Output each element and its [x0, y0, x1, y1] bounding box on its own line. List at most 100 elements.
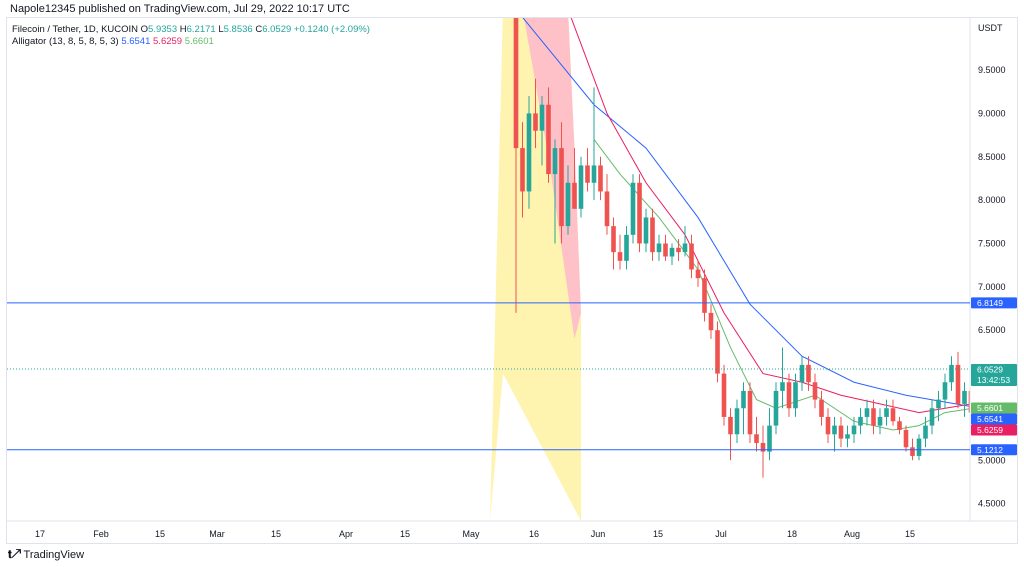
x-tick-label: 15 — [400, 529, 410, 539]
candle-body — [968, 390, 970, 413]
candle-body — [747, 390, 753, 435]
candle-body — [806, 364, 811, 383]
indicator-legend: Alligator (13, 8, 5, 8, 5, 3) 5.6541 5.6… — [12, 36, 214, 47]
candle-body — [565, 182, 571, 227]
symbol-name[interactable]: Filecoin / Tether, 1D, KUCOIN — [12, 24, 139, 35]
candle-body — [812, 382, 818, 400]
candle-body — [760, 442, 766, 452]
candle-body — [650, 217, 655, 253]
tradingview-logo[interactable]: 𝐭↗ TradingView — [8, 549, 84, 562]
candle-body — [702, 278, 707, 313]
low-value: 5.8536 — [223, 24, 253, 35]
candle-body — [890, 408, 896, 422]
candle-body — [936, 399, 941, 409]
hline-badge-1-text: 5.1212 — [977, 445, 1003, 455]
symbol-legend: Filecoin / Tether, 1D, KUCOIN O5.9353 H6… — [12, 24, 370, 35]
last-price-badge-countdown: 13:42:53 — [977, 375, 1010, 385]
candle-body — [955, 364, 961, 404]
candle-body — [617, 252, 623, 261]
candle-body — [630, 182, 636, 235]
candle-body — [884, 408, 889, 417]
hline-badge-0-bg — [971, 297, 1017, 309]
indicator-badge-text: 5.6541 — [977, 414, 1003, 424]
x-tick-label: Aug — [844, 529, 860, 539]
candle-body — [838, 425, 844, 439]
candle-body — [916, 438, 922, 456]
candle-body — [786, 382, 792, 409]
x-tick-label: 15 — [271, 529, 281, 539]
hline-badge-1-bg — [971, 444, 1017, 456]
candle-body — [513, 18, 519, 149]
x-tick-label: 17 — [35, 529, 45, 539]
x-tick-label: 15 — [653, 529, 663, 539]
y-tick-label: 9.5000 — [978, 65, 1006, 75]
hline-badge-0-text: 6.8149 — [977, 298, 1003, 308]
y-tick-label: 7.0000 — [978, 282, 1006, 292]
candle-body — [728, 416, 733, 435]
plot-area — [490, 18, 970, 521]
candle-body — [721, 373, 727, 417]
chart-frame — [6, 17, 1018, 544]
lips-value: 5.6601 — [184, 36, 214, 47]
candle-body — [695, 269, 701, 279]
close-value: 6.0529 — [262, 24, 292, 35]
candle-body — [851, 425, 857, 435]
candle-body — [624, 234, 629, 261]
candle-body — [715, 330, 720, 374]
candle-body — [825, 416, 831, 435]
candle-body — [793, 382, 798, 409]
last-price-badge-text: 6.0529 — [977, 364, 1003, 374]
brand-name: TradingView — [23, 549, 85, 561]
teeth-value: 5.6259 — [153, 36, 183, 47]
high-label: H — [179, 24, 187, 35]
candle-body — [669, 247, 675, 257]
y-tick-label: 4.5000 — [978, 499, 1006, 509]
x-tick-label: 16 — [529, 529, 539, 539]
y-tick-label: 8.5000 — [978, 152, 1006, 162]
open-label: O — [140, 24, 149, 35]
open-value: 5.9353 — [148, 24, 178, 35]
indicator-badge-bg — [971, 424, 1017, 436]
candle-body — [520, 148, 525, 192]
candle-body — [767, 425, 772, 452]
candle-body — [780, 382, 785, 391]
y-tick-label: 5.0000 — [978, 455, 1006, 465]
x-tick-label: Jul — [715, 529, 727, 539]
candle-body — [637, 182, 642, 244]
tradingview-logo-icon: 𝐭↗ — [8, 549, 21, 561]
candle-body — [689, 243, 694, 270]
candle-body — [897, 421, 902, 430]
candle-body — [611, 226, 616, 253]
candle-body — [923, 425, 928, 439]
candle-body — [533, 113, 538, 131]
x-tick-label: May — [462, 529, 480, 539]
candle-body — [949, 364, 954, 383]
alligator-jaw-line — [522, 18, 970, 407]
published-header: Napole12345 published on TradingView.com… — [10, 3, 350, 15]
candle-body — [591, 165, 597, 183]
candle-body — [858, 416, 863, 426]
candle-body — [682, 243, 688, 253]
indicator-name[interactable]: Alligator (13, 8, 5, 8, 5, 3) — [12, 36, 119, 47]
candle-body — [819, 399, 824, 417]
y-tick-label: 7.5000 — [978, 238, 1006, 248]
candle-body — [578, 165, 584, 209]
candle-body — [598, 165, 603, 192]
candle-body — [741, 390, 746, 409]
candle-body — [864, 408, 870, 417]
candle-body — [734, 408, 740, 435]
candle-body — [877, 416, 883, 426]
candle-body — [845, 434, 850, 439]
candle-body — [962, 390, 967, 404]
candle-body — [676, 247, 681, 253]
candle-body — [643, 217, 649, 244]
candle-body — [773, 390, 779, 426]
jaw-value: 5.6541 — [121, 36, 151, 47]
last-price-badge-bg — [971, 363, 1017, 386]
pink-cloud-fill — [524, 18, 581, 339]
high-value: 6.2171 — [186, 24, 216, 35]
candle-body — [604, 191, 610, 227]
candle-body — [832, 425, 837, 435]
candle-body — [799, 364, 805, 383]
